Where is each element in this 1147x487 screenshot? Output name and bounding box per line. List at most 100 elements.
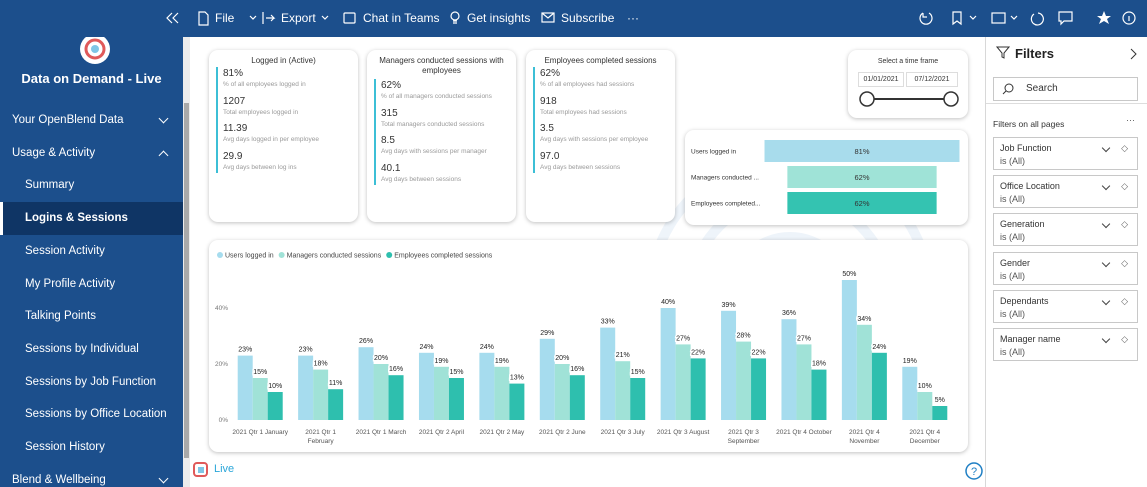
- collapse-icon[interactable]: [1129, 48, 1139, 60]
- metric-value: 8.5: [381, 135, 395, 146]
- sidebar-title: Data on Demand - Live: [21, 71, 162, 86]
- toolbar: ··· File Export Chat in Teams Get insights S…: [0, 0, 1147, 37]
- scrollbar-thumb[interactable]: [184, 103, 189, 458]
- chevron: [158, 150, 169, 161]
- funnel-bar: [787, 166, 937, 188]
- value-label: 62%: [854, 173, 869, 182]
- accent-bar: [216, 67, 218, 173]
- expand-chevron[interactable]: [1101, 143, 1111, 153]
- expand-chevron[interactable]: [1101, 181, 1111, 191]
- column-bar: [856, 324, 872, 420]
- toolbar-button[interactable]: Get insights: [467, 11, 531, 25]
- expand-chevron[interactable]: [1101, 296, 1111, 306]
- filter-card[interactable]: Dependants is (All) ◇: [993, 289, 1138, 323]
- footer-label: Live: [214, 463, 235, 475]
- nav-item[interactable]: Talking Points: [25, 310, 96, 323]
- value-label: 24%: [419, 344, 433, 351]
- filter-card[interactable]: Manager name is (All) ◇: [993, 328, 1138, 361]
- value-label: 13%: [510, 375, 524, 382]
- filter-icon: [996, 46, 1010, 59]
- clear-filter[interactable]: ◇: [1121, 143, 1128, 153]
- filter-card[interactable]: Office Location is (All) ◇: [993, 175, 1138, 209]
- column-bar: [388, 375, 404, 420]
- value-label: 19%: [434, 358, 448, 365]
- nav-item[interactable]: Sessions by Office Location: [25, 408, 167, 421]
- funnel-bar: [787, 192, 937, 214]
- filter-card[interactable]: Generation is (All) ◇: [993, 213, 1138, 247]
- value-label: 5%: [935, 397, 945, 404]
- expand-chevron[interactable]: [1101, 334, 1111, 344]
- clear-filter[interactable]: ◇: [1121, 257, 1128, 268]
- range-slider[interactable]: [848, 90, 968, 110]
- column-bar: [660, 308, 676, 420]
- column-bar: [630, 378, 646, 420]
- column-bar: [736, 341, 752, 420]
- column-bar: [358, 347, 374, 420]
- metric-value: 1207: [223, 95, 246, 107]
- search-box[interactable]: Search: [993, 77, 1138, 101]
- toolbar-icons: ···: [166, 11, 1136, 26]
- help-icon[interactable]: ?: [964, 461, 984, 481]
- column-bar: [237, 355, 253, 420]
- clear-filter[interactable]: ◇: [1121, 219, 1128, 230]
- clear-filter[interactable]: ◇: [1121, 295, 1128, 306]
- nav-item[interactable]: Sessions by Job Function: [25, 375, 157, 388]
- expand-chevron[interactable]: [1101, 220, 1111, 229]
- category-label: Employees completed...: [691, 201, 761, 208]
- value-label: 10%: [918, 383, 932, 390]
- filter-state: is (All): [1000, 194, 1025, 205]
- clear-filter[interactable]: ◇: [1121, 181, 1128, 192]
- toolbar-button[interactable]: Chat in Teams: [363, 11, 440, 25]
- x-tick-label: 2021 Qtr 4 December: [909, 429, 941, 445]
- column-bar: [554, 364, 570, 420]
- value-label: 36%: [782, 310, 796, 317]
- value-label: 19%: [903, 358, 917, 365]
- filter-name: Job Function: [1000, 143, 1052, 153]
- nav-item[interactable]: Logins & Sessions: [0, 202, 183, 236]
- search-placeholder: Search: [1026, 83, 1058, 94]
- kpi-card: Employees completed sessions 62% % of all …: [526, 50, 675, 222]
- value-label: 27%: [676, 335, 690, 342]
- nav-item[interactable]: Session Activity: [25, 244, 105, 257]
- column-bar: [902, 366, 918, 420]
- time-frame-slicer: Select a time frame 01/01/2021 07/12/202…: [848, 50, 968, 118]
- x-tick-label: 2021 Qtr 1 March: [355, 429, 407, 436]
- clear-filter[interactable]: ◇: [1121, 334, 1128, 344]
- nav-item[interactable]: My Profile Activity: [25, 277, 116, 290]
- value-label: 28%: [737, 333, 751, 340]
- metric-value: 62%: [381, 80, 402, 91]
- expand-chevron[interactable]: [1101, 258, 1111, 267]
- value-label: 15%: [253, 369, 267, 376]
- funnel-card: Users logged in 81% Managers conducted ...…: [685, 130, 968, 225]
- logo: [80, 37, 110, 64]
- column-bar: [871, 352, 887, 420]
- metric-value: 3.5: [540, 123, 554, 134]
- nav-item[interactable]: Session History: [25, 441, 105, 453]
- start-date[interactable]: 01/01/2021: [858, 72, 904, 87]
- nav-item[interactable]: Blend & Wellbeing: [0, 464, 183, 487]
- toolbar-button[interactable]: File: [215, 11, 235, 25]
- end-date[interactable]: 07/12/2021: [906, 72, 958, 87]
- x-tick-label: 2021 Qtr 2 April: [418, 429, 465, 436]
- column-bar: [313, 369, 329, 420]
- nav-item[interactable]: Your OpenBlend Data: [0, 104, 183, 137]
- value-label: 18%: [812, 361, 826, 368]
- svg-text:···: ···: [627, 11, 639, 25]
- filter-card[interactable]: Gender is (All) ◇: [993, 251, 1138, 285]
- filter-name: Generation: [1000, 219, 1045, 230]
- column-bar: [494, 366, 510, 420]
- nav-item[interactable]: Sessions by Individual: [25, 342, 139, 355]
- filter-state: is (All): [1000, 308, 1025, 319]
- filter-state: is (All): [1000, 270, 1025, 281]
- value-label: 20%: [555, 355, 569, 362]
- metric-value: 81%: [223, 68, 244, 79]
- nav-item[interactable]: Summary: [25, 179, 75, 192]
- toolbar-button[interactable]: Export: [281, 11, 316, 25]
- nav-item[interactable]: Usage & Activity: [0, 137, 183, 170]
- metric-value: 97.0: [540, 150, 560, 162]
- filter-card[interactable]: Job Function is (All) ◇: [993, 137, 1138, 170]
- toolbar-button[interactable]: Subscribe: [561, 11, 615, 25]
- more-options[interactable]: ···: [1126, 115, 1135, 125]
- value-label: 20%: [374, 355, 388, 362]
- column-bar: [690, 358, 706, 420]
